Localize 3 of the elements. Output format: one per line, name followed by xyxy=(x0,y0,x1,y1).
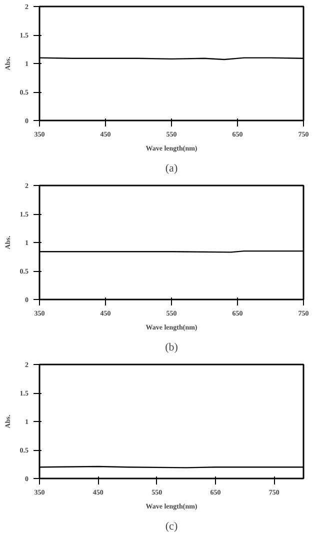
text: (c) xyxy=(165,520,178,532)
text: (a) xyxy=(165,162,178,174)
text: (b) xyxy=(165,342,178,354)
